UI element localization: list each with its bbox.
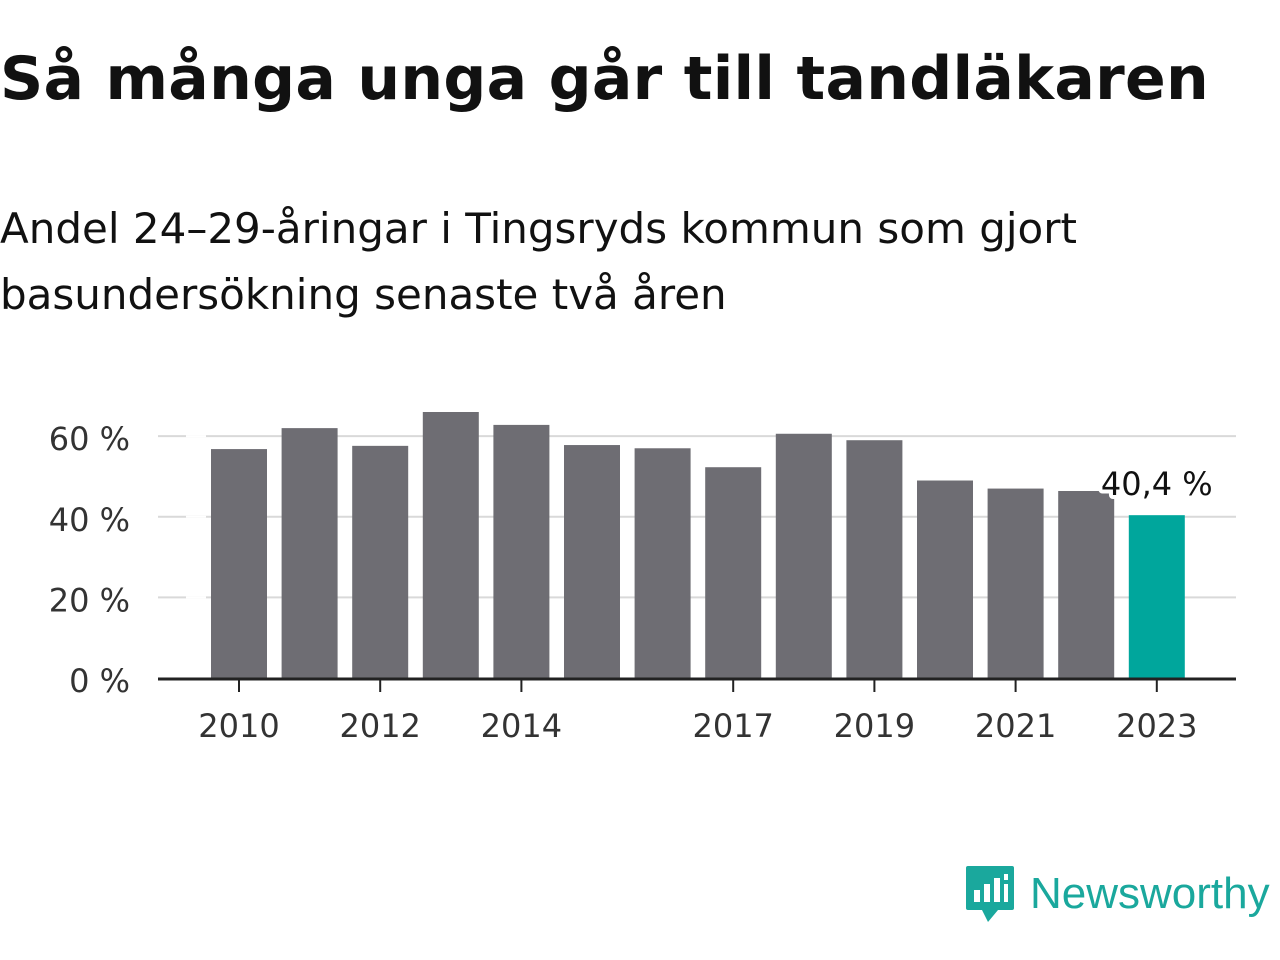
newsworthy-logo-icon: [966, 866, 1014, 922]
x-tick-label: 2017: [692, 707, 773, 745]
x-tick-label: 2014: [481, 707, 562, 745]
brand-logo: Newsworthy: [964, 864, 1270, 924]
bar-2015: [564, 445, 620, 678]
x-tick-label: 2021: [975, 707, 1056, 745]
x-tick-label: 2023: [1116, 707, 1197, 745]
bar-2011: [281, 428, 338, 678]
data-label-2023: 40,4 %: [1101, 465, 1213, 503]
x-tick-label: 2012: [339, 707, 420, 745]
bar-2021: [987, 488, 1044, 678]
brand-name: Newsworthy: [1030, 869, 1270, 918]
x-tick-label: 2019: [834, 707, 915, 745]
bar-2017: [705, 467, 762, 678]
y-tick-label: 40 %: [49, 501, 130, 539]
bar-2012: [352, 445, 409, 678]
bar-2022: [1058, 490, 1115, 678]
bar-2020: [917, 480, 973, 678]
chart-subtitle: Andel 24–29-åringar i Tingsryds kommun s…: [0, 204, 1077, 319]
x-tick-label: 2010: [198, 707, 279, 745]
bar-2013: [422, 412, 479, 678]
bar-2016: [634, 448, 691, 678]
chart-title: Så många unga går till tandläkaren: [0, 44, 1210, 114]
bar-2010: [211, 449, 267, 678]
y-tick-label: 20 %: [49, 581, 130, 619]
y-tick-label: 0 %: [69, 662, 130, 700]
bar-2023: [1128, 515, 1185, 678]
y-tick-label: 60 %: [49, 420, 130, 458]
data-label-halo: 40,4 %: [1101, 465, 1213, 503]
bar-2018: [775, 433, 832, 678]
bar-2014: [493, 424, 550, 678]
bar-2019: [846, 440, 903, 678]
